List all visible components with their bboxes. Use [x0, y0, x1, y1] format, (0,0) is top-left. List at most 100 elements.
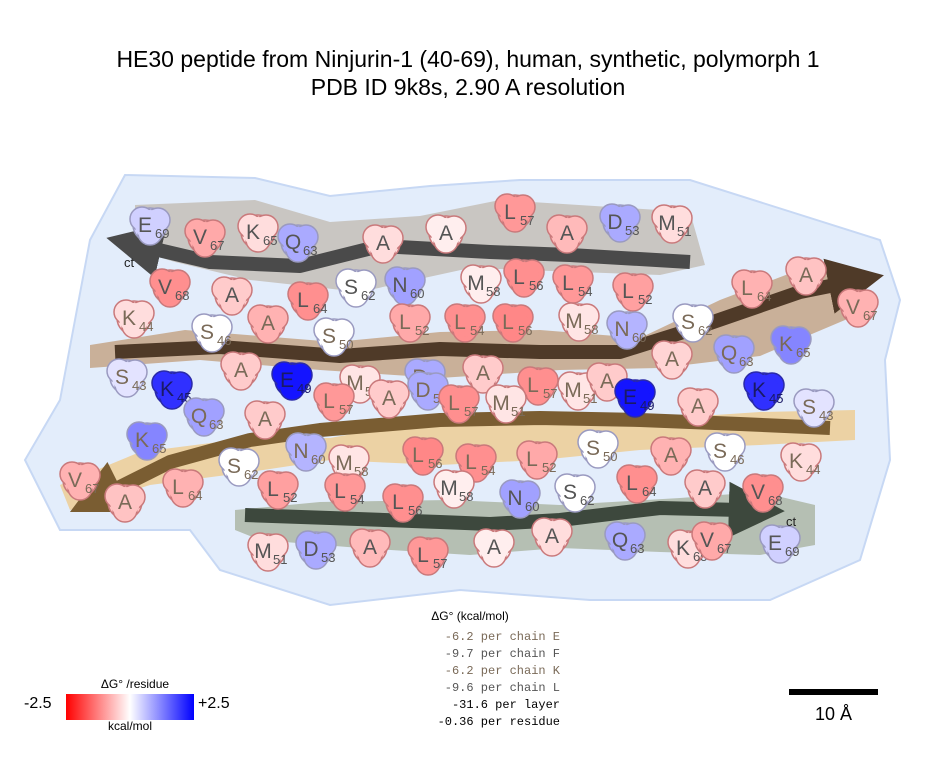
residue-number: 57	[543, 386, 557, 401]
residue-A-chain-K: A	[244, 400, 286, 440]
residue-letter: N	[392, 274, 407, 297]
residue-number: 56	[408, 503, 422, 518]
residue-L56-chain-L: L 56	[382, 483, 424, 523]
residue-core	[291, 436, 321, 466]
residue-number: 45	[769, 391, 783, 406]
residue-letter: A	[799, 264, 813, 287]
residue-core	[413, 540, 443, 570]
residue-letter: N	[507, 487, 522, 510]
residue-E69-chain-L: E 69	[759, 524, 801, 564]
residue-core	[618, 276, 648, 306]
residue-D53-chain-E: D 53	[599, 203, 641, 243]
residue-L64-chain-E: L 64	[287, 281, 329, 321]
residue-core	[523, 370, 553, 400]
residue-core	[189, 401, 219, 431]
residue-core	[622, 468, 652, 498]
scale-bar	[789, 689, 878, 695]
residue-number: 43	[819, 408, 833, 423]
energy-legend-line: -6.2 per chain K	[444, 664, 560, 678]
residue-core	[253, 536, 283, 566]
residue-number: 64	[642, 484, 656, 499]
residue-letter: V	[700, 529, 714, 552]
residue-letter: L	[527, 374, 539, 397]
residue-Q63-chain-E: Q 63	[277, 223, 319, 263]
residue-A-chain-K: A	[677, 387, 719, 427]
residue-core	[552, 218, 582, 248]
residue-A-chain-F: A	[785, 256, 827, 296]
residue-core	[509, 262, 539, 292]
residue-number: 65	[152, 441, 166, 456]
residue-number: 51	[677, 224, 691, 239]
residue-core	[537, 521, 567, 551]
residue-core	[319, 386, 349, 416]
residue-A-chain-L: A	[531, 517, 573, 557]
residue-number: 67	[210, 238, 224, 253]
residue-core	[697, 525, 727, 555]
residue-letter: A	[664, 444, 678, 467]
residue-number: 63	[209, 417, 223, 432]
residue-core	[843, 292, 873, 322]
residue-number: 50	[339, 337, 353, 352]
residue-M58-chain-L: M 58	[433, 469, 475, 509]
residue-A-chain-E: A	[425, 214, 467, 254]
residue-L57-chain-L: L 57	[407, 536, 449, 576]
residue-A-chain-L: A	[349, 528, 391, 568]
residue-letter: K	[160, 378, 174, 401]
colorbar-gradient	[66, 694, 194, 720]
residue-L57-chain-E: L 57	[494, 193, 536, 233]
residue-N60-chain-F: N 60	[606, 310, 648, 350]
residue-core	[776, 329, 806, 359]
residue-core	[444, 388, 474, 418]
residue-S62-chain-E: S 62	[335, 268, 377, 308]
residue-letter: L	[448, 392, 460, 415]
residue-core	[786, 446, 816, 476]
residue-number: 49	[297, 381, 311, 396]
residue-letter: Q	[612, 529, 628, 552]
residue-number: 63	[630, 541, 644, 556]
residue-K44-chain-K: K 44	[780, 442, 822, 482]
chain-F-strand-arrow	[114, 258, 884, 363]
residue-core	[479, 532, 509, 562]
residue-core	[301, 534, 331, 564]
residue-A-chain-L: A	[473, 528, 515, 568]
residue-L56-chain-F: L 56	[492, 303, 534, 343]
residue-letter: S	[802, 396, 816, 419]
residue-letter: A	[118, 491, 132, 514]
residue-core	[135, 210, 165, 240]
residue-K65-chain-E: K 65	[237, 213, 279, 253]
residue-L56-chain-E: L 56	[503, 258, 545, 298]
residue-letter: M	[467, 272, 485, 295]
residue-letter: Q	[285, 231, 301, 254]
residue-letter: S	[322, 325, 336, 348]
residue-N60-chain-K: N 60	[285, 432, 327, 472]
residue-L54-chain-K: L 54	[455, 443, 497, 483]
residue-L57-chain-K: L 57	[438, 384, 480, 424]
residue-number: 62	[244, 467, 258, 482]
residue-letter: S	[344, 276, 358, 299]
residue-letter: A	[363, 536, 377, 559]
residue-S62-chain-K: S 62	[218, 447, 260, 487]
residue-number: 49	[640, 398, 654, 413]
residue-number: 64	[757, 289, 771, 304]
residue-core	[65, 465, 95, 495]
residue-letter: M	[335, 452, 353, 475]
residue-core	[657, 344, 687, 374]
residue-core	[341, 272, 371, 302]
residue-Q63-chain-K: Q 63	[183, 397, 225, 437]
energy-legend-line: -9.6 per chain L	[444, 681, 560, 695]
residue-letter: S	[713, 440, 727, 463]
residue-letter: A	[234, 359, 248, 382]
residue-core	[355, 532, 385, 562]
residue-K45-chain-K: K 45	[743, 371, 785, 411]
residue-core	[656, 440, 686, 470]
residue-number: 50	[603, 449, 617, 464]
residue-core	[563, 375, 593, 405]
residue-letter: D	[607, 211, 622, 234]
residue-number: 68	[768, 493, 782, 508]
residue-letter: E	[623, 386, 637, 409]
residue-number: 52	[415, 323, 429, 338]
residue-core	[564, 306, 594, 336]
residue-letter: A	[698, 477, 712, 500]
colorbar-title: ΔG° /residue	[100, 677, 170, 691]
